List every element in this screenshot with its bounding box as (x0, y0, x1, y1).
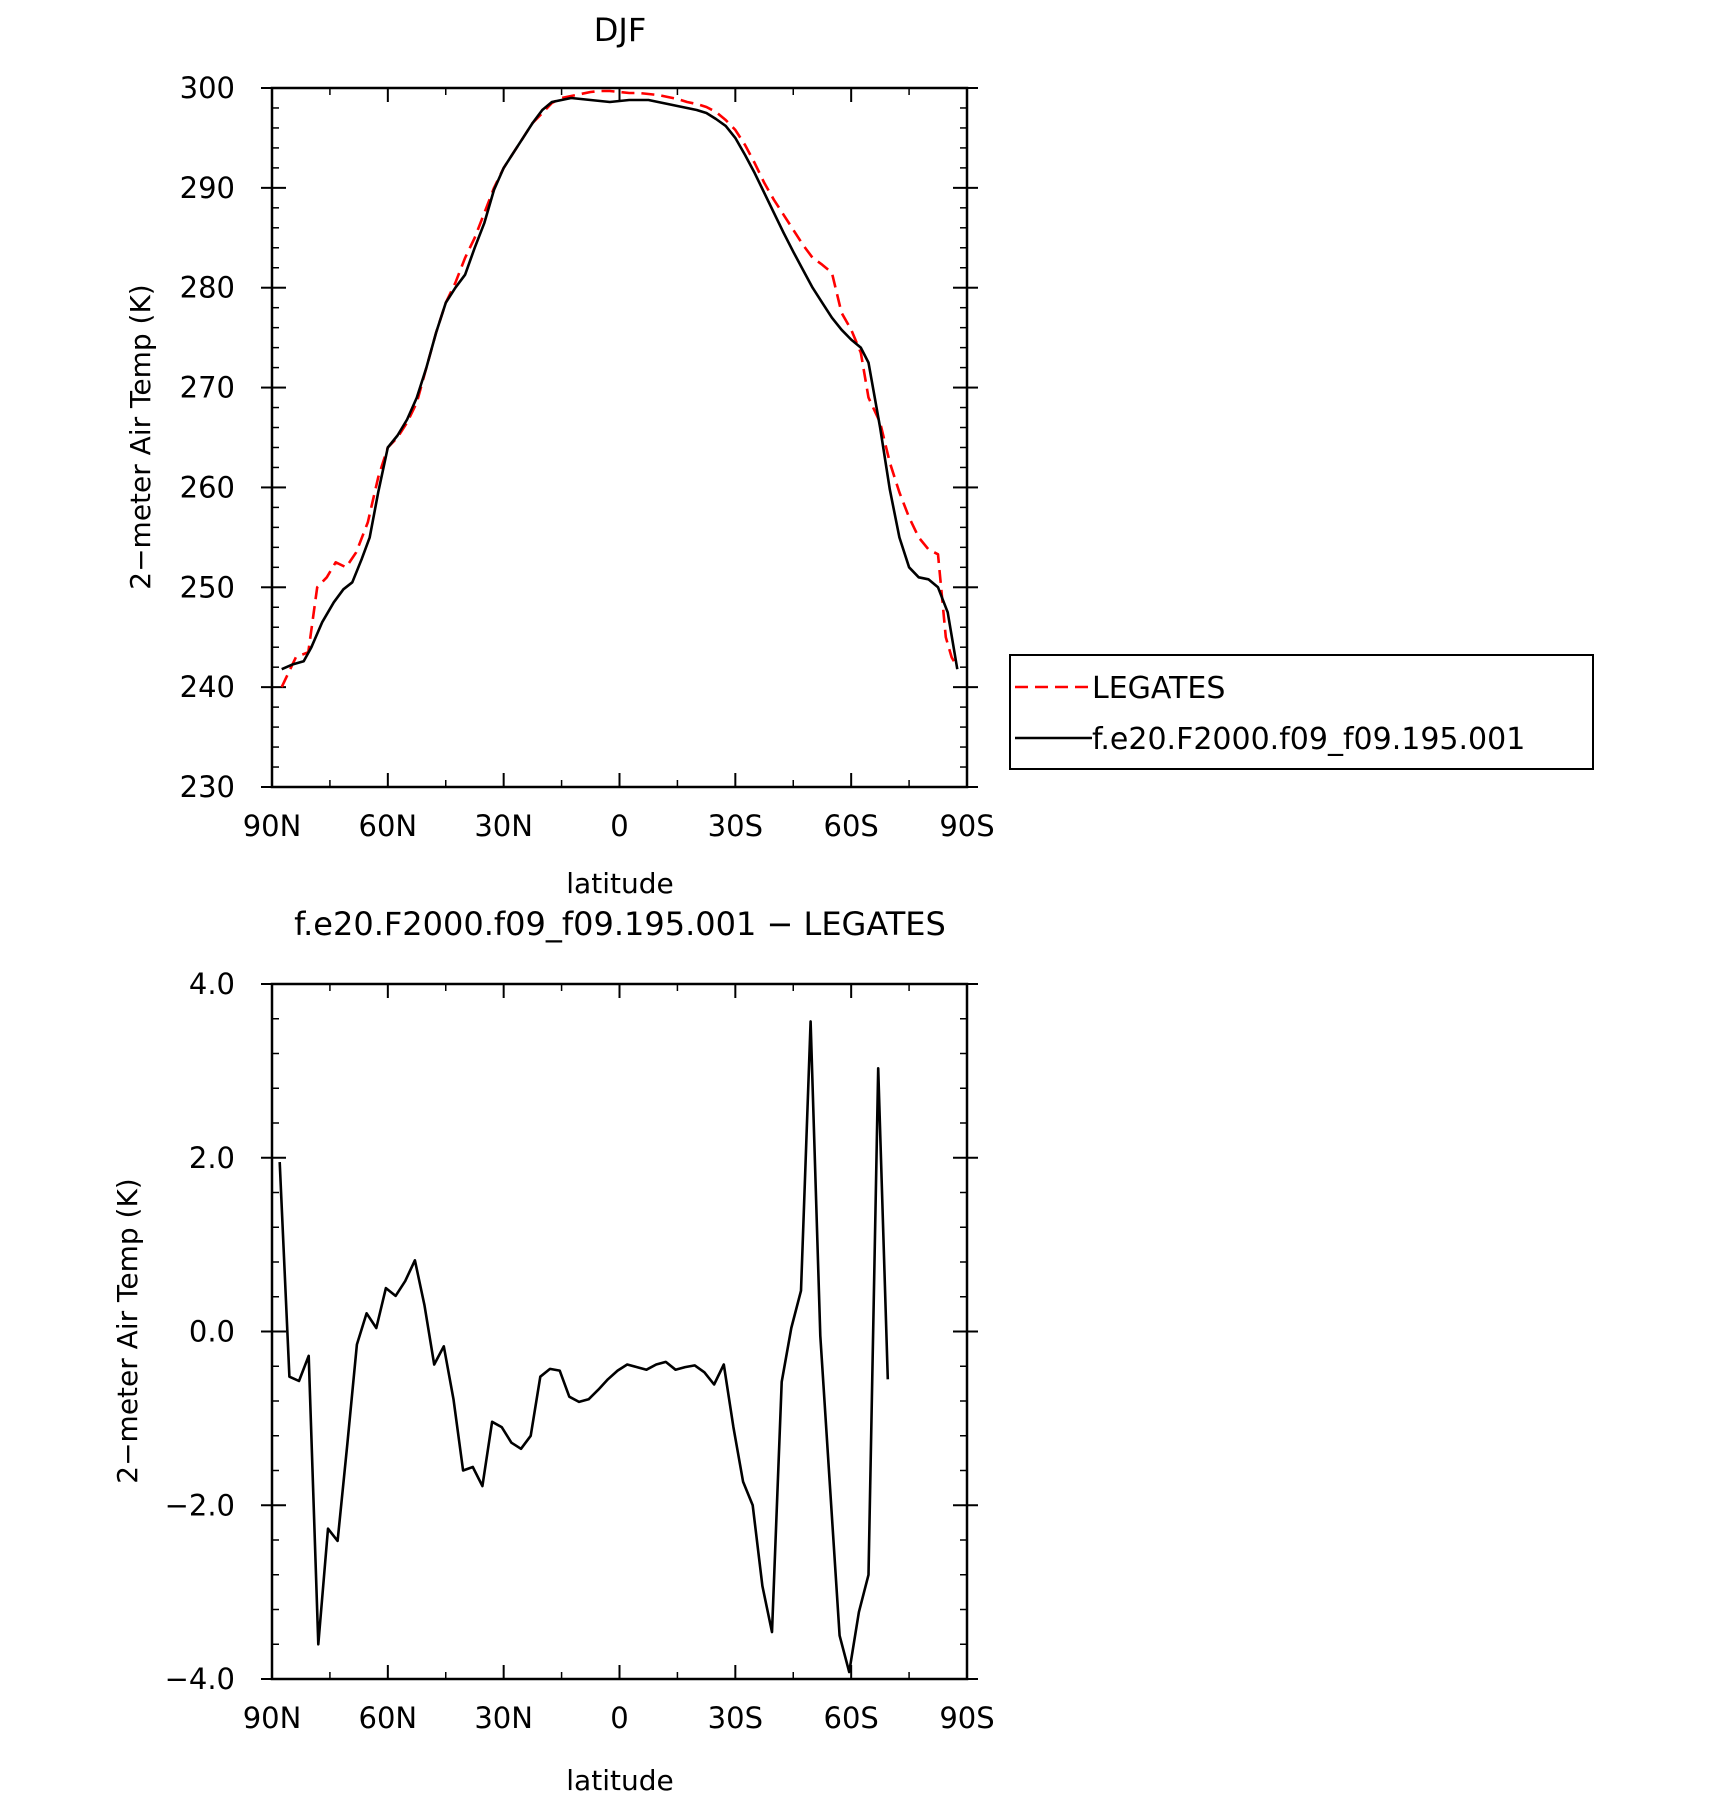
y-tick-label: 230 (180, 770, 235, 804)
bottom-y-axis-label: 2−meter Air Temp (K) (111, 1178, 144, 1483)
x-tick-label: 90S (939, 1701, 994, 1735)
bottom-plot-frame (270, 982, 969, 1681)
legend-label-legates: LEGATES (1092, 671, 1225, 706)
x-tick-label: 90N (243, 809, 302, 843)
bottom-axis-ticks (261, 983, 978, 1680)
x-tick-label: 30N (474, 809, 533, 843)
x-tick-label: 60N (359, 1701, 418, 1735)
top-panel: DJF 90N 60N 30N 0 30S 60S 90S 2302402502602702… (124, 11, 995, 900)
top-chart-title: DJF (594, 11, 646, 49)
x-tick-label: 90S (939, 809, 994, 843)
legend-box (1009, 654, 1594, 770)
legend: LEGATES f.e20.F2000.f09_f09.195.001 (1009, 654, 1594, 770)
bottom-y-tick-labels: −4.0 −2.0 0.0 2.0 4.0 (165, 967, 235, 1696)
x-tick-label: 60S (824, 809, 879, 843)
top-x-tick-labels: 90N 60N 30N 0 30S 60S 90S (243, 809, 995, 843)
x-tick-label: 60N (359, 809, 418, 843)
x-tick-label: 0 (610, 1701, 628, 1735)
bottom-chart-title: f.e20.F2000.f09_f09.195.001 − LEGATES (294, 905, 946, 943)
bottom-series-lines (278, 1020, 890, 1674)
y-tick-label: −2.0 (165, 1488, 235, 1522)
legend-label-model: f.e20.F2000.f09_f09.195.001 (1092, 722, 1525, 757)
y-tick-label: 2.0 (189, 1141, 235, 1175)
y-tick-label: 270 (180, 371, 235, 405)
series-line-0-1 (281, 96, 959, 671)
x-tick-label: 60S (824, 1701, 879, 1735)
bottom-x-axis-label: latitude (566, 1764, 673, 1797)
top-y-axis-label: 2−meter Air Temp (K) (124, 284, 157, 589)
series-line-1-0 (278, 1020, 890, 1674)
y-tick-label: 250 (180, 570, 235, 604)
y-tick-label: 240 (180, 670, 235, 704)
top-plot-frame (270, 86, 969, 789)
top-y-tick-labels: 230 240 250 260 270 280 290 300 (180, 71, 235, 804)
y-tick-label: −4.0 (165, 1662, 235, 1696)
y-tick-label: 4.0 (189, 967, 235, 1001)
series-line-0-0 (280, 89, 959, 688)
y-tick-label: 280 (180, 271, 235, 305)
y-tick-label: 0.0 (189, 1315, 235, 1349)
x-tick-label: 90N (243, 1701, 302, 1735)
x-tick-label: 0 (610, 809, 628, 843)
top-axis-ticks (261, 87, 978, 788)
y-tick-label: 300 (180, 71, 235, 105)
bottom-panel: f.e20.F2000.f09_f09.195.001 − LEGATES 90… (111, 905, 995, 1797)
bottom-x-tick-labels: 90N 60N 30N 0 30S 60S 90S (243, 1701, 995, 1735)
x-tick-label: 30S (708, 809, 763, 843)
x-tick-label: 30N (474, 1701, 533, 1735)
x-tick-label: 30S (708, 1701, 763, 1735)
top-series-lines (280, 89, 959, 688)
y-tick-label: 290 (180, 171, 235, 205)
top-x-axis-label: latitude (566, 867, 673, 900)
y-tick-label: 260 (180, 470, 235, 504)
